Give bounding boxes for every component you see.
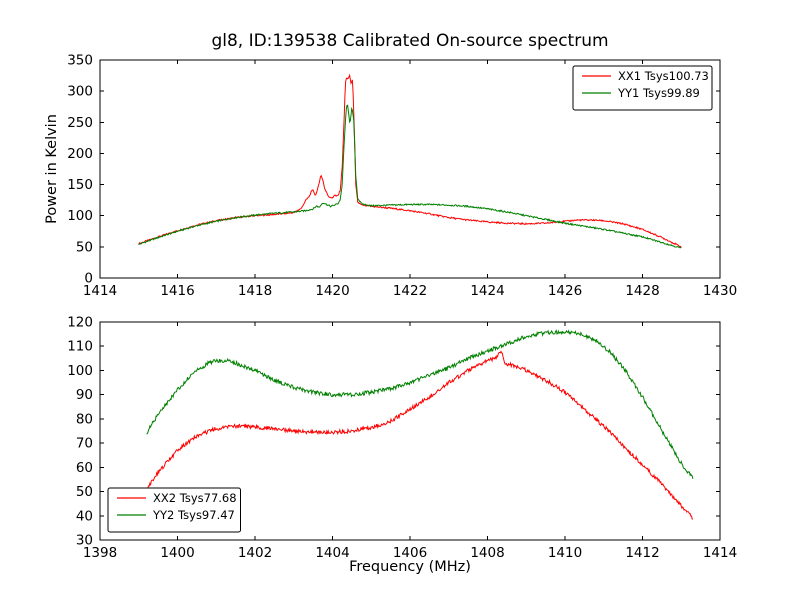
svg-text:1414: 1414	[83, 283, 117, 299]
svg-text:XX2 Tsys77.68: XX2 Tsys77.68	[153, 491, 237, 505]
svg-text:50: 50	[76, 484, 93, 500]
svg-text:1428: 1428	[625, 283, 659, 299]
svg-text:1408: 1408	[470, 545, 504, 561]
svg-text:100: 100	[67, 208, 93, 224]
svg-text:YY1 Tsys99.89: YY1 Tsys99.89	[617, 86, 700, 100]
svg-text:1402: 1402	[238, 545, 272, 561]
svg-text:1418: 1418	[238, 283, 272, 299]
svg-text:150: 150	[67, 177, 93, 193]
svg-text:1420: 1420	[315, 283, 349, 299]
svg-text:1430: 1430	[703, 283, 737, 299]
svg-text:XX1 Tsys100.73: XX1 Tsys100.73	[618, 69, 709, 83]
svg-text:1410: 1410	[548, 545, 582, 561]
svg-text:1416: 1416	[160, 283, 194, 299]
svg-text:YY2 Tsys97.47: YY2 Tsys97.47	[152, 508, 235, 522]
svg-text:350: 350	[67, 53, 93, 69]
svg-text:70: 70	[76, 436, 93, 452]
svg-text:1414: 1414	[703, 545, 737, 561]
svg-text:300: 300	[67, 84, 93, 100]
svg-text:30: 30	[76, 533, 93, 549]
svg-text:50: 50	[76, 239, 93, 255]
svg-text:1404: 1404	[315, 545, 349, 561]
svg-text:100: 100	[67, 363, 93, 379]
svg-text:250: 250	[67, 115, 93, 131]
top-spectrum-chart: 1414 1416 1418 1420 1422 1424 1426 1428 1430 0 50 1…	[67, 53, 737, 300]
svg-text:1406: 1406	[393, 545, 427, 561]
svg-text:1398: 1398	[83, 545, 117, 561]
svg-text:1424: 1424	[470, 283, 504, 299]
svg-text:1400: 1400	[160, 545, 194, 561]
bottom-spectrum-chart: 1398 1400 1402 1404 1406 1408 1410 1412 1414 30 40…	[67, 315, 737, 562]
svg-text:200: 200	[67, 146, 93, 162]
svg-text:40: 40	[76, 508, 93, 524]
svg-text:60: 60	[76, 460, 93, 476]
svg-text:0: 0	[84, 271, 93, 287]
svg-text:80: 80	[76, 411, 93, 427]
svg-text:1422: 1422	[393, 283, 427, 299]
svg-text:110: 110	[67, 339, 93, 355]
chart-title: gl8, ID:139538 Calibrated On-source spec…	[211, 31, 609, 51]
svg-text:90: 90	[76, 387, 93, 403]
svg-text:120: 120	[67, 315, 93, 331]
x-axis-label: Frequency (MHz)	[349, 559, 471, 575]
svg-text:1412: 1412	[625, 545, 659, 561]
svg-text:1426: 1426	[548, 283, 582, 299]
